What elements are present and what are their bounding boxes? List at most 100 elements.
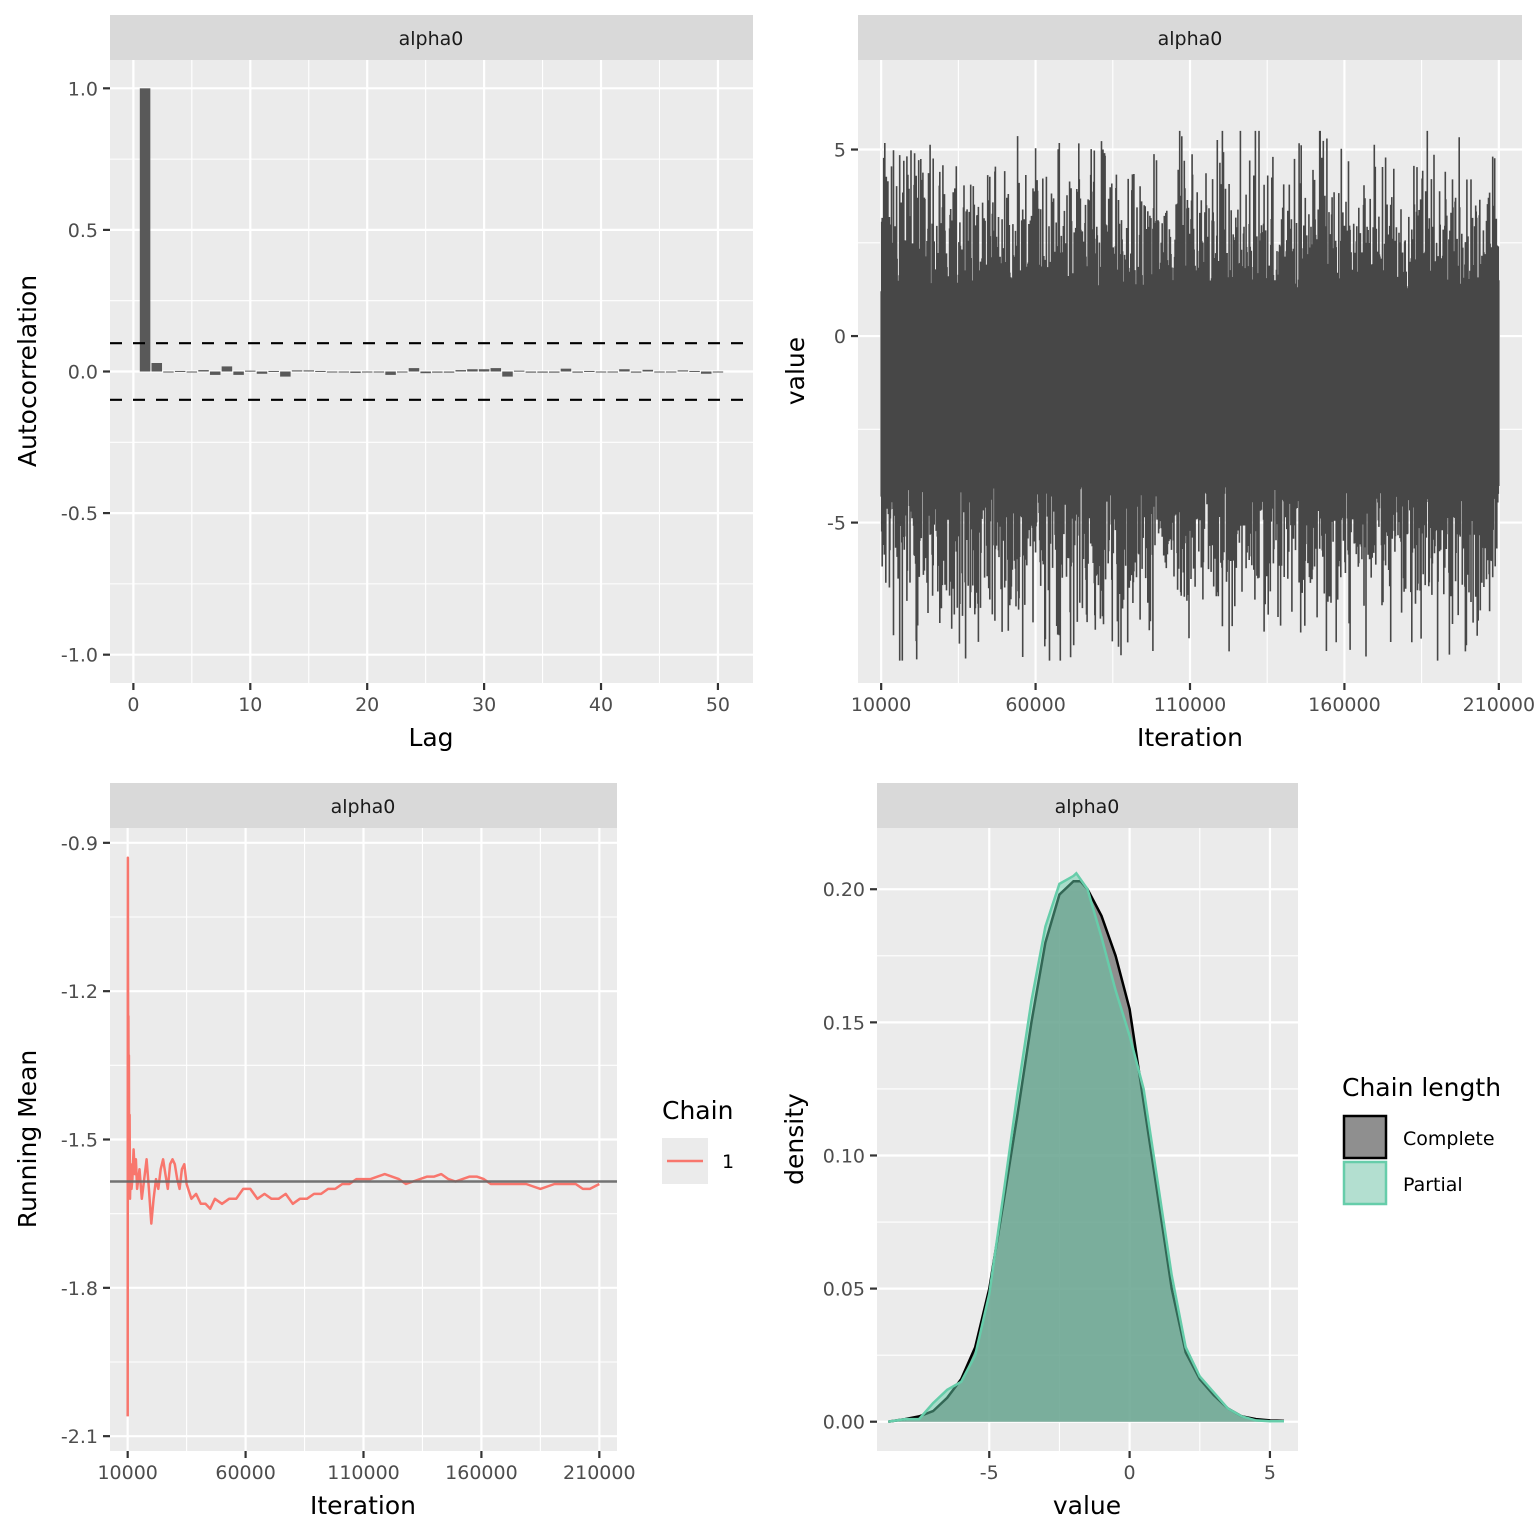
acf-y-axis-title: Autocorrelation bbox=[13, 275, 42, 467]
chain-length-legend-title: Chain length bbox=[1342, 1073, 1501, 1102]
density-y-tick-label: 0.00 bbox=[823, 1412, 865, 1434]
running-mean-x-axis-title: Iteration bbox=[310, 1491, 416, 1520]
density-y-tick-label: 0.05 bbox=[823, 1279, 865, 1301]
density-strip bbox=[877, 783, 1298, 828]
acf-y-tick-label: 0.0 bbox=[68, 362, 98, 384]
acf-bar bbox=[607, 371, 618, 373]
chain-legend: Chain 1 bbox=[662, 1096, 734, 1184]
acf-x-tick-label: 50 bbox=[706, 694, 730, 716]
acf-bar bbox=[408, 368, 420, 372]
acf-bar bbox=[677, 370, 689, 372]
acf-strip-label: alpha0 bbox=[399, 28, 464, 50]
running-mean-y-axis-title: Running Mean bbox=[13, 1050, 42, 1229]
acf-bar bbox=[174, 370, 186, 372]
acf-bar bbox=[432, 371, 443, 373]
trace-lines bbox=[880, 130, 1500, 661]
running-mean-y-tick-label: -2.1 bbox=[61, 1426, 98, 1448]
trace-y-tick-label: 5 bbox=[834, 140, 846, 162]
density-panel: alpha0 -5 0 5 0.00 0.05 0.10 0.15 0.20 value de… bbox=[780, 783, 1501, 1520]
acf-x-axis-title: Lag bbox=[408, 723, 453, 752]
density-y-tick-label: 0.20 bbox=[823, 879, 865, 901]
acf-bar bbox=[595, 371, 607, 373]
running-mean-axes: 10000 60000 110000 160000 210000 -2.1 -1.8 -1.5… bbox=[61, 833, 636, 1484]
acf-axes: 0 10 20 30 40 50 -1.0 -0.5 0.0 0.5 1.0 bbox=[61, 78, 730, 716]
acf-bar bbox=[338, 371, 350, 373]
acf-bar bbox=[513, 370, 525, 372]
legend-key-complete bbox=[1342, 1114, 1388, 1160]
acf-y-tick-label: 0.5 bbox=[68, 220, 98, 242]
acf-bar bbox=[572, 371, 583, 373]
running-mean-x-tick-label: 210000 bbox=[563, 1462, 636, 1484]
acf-bar bbox=[455, 370, 466, 372]
acf-bars bbox=[110, 88, 753, 401]
running-mean-x-tick-label: 160000 bbox=[445, 1462, 518, 1484]
acf-bar bbox=[548, 371, 560, 373]
acf-bar bbox=[361, 371, 373, 373]
acf-bar bbox=[268, 370, 279, 372]
chain-length-legend: Chain length Complete Partial bbox=[1342, 1073, 1501, 1206]
density-x-tick-label: -5 bbox=[980, 1462, 999, 1484]
density-x-tick-label: 5 bbox=[1264, 1462, 1276, 1484]
acf-x-tick-label: 30 bbox=[472, 694, 496, 716]
acf-bar bbox=[712, 371, 724, 373]
acf-y-tick-label: 1.0 bbox=[68, 78, 98, 100]
legend-label-partial: Partial bbox=[1403, 1174, 1463, 1196]
acf-bar bbox=[700, 371, 712, 374]
acf-bar bbox=[689, 370, 700, 372]
acf-panel: alpha0 0 10 20 30 40 50-1.0-0.50.00.51.0 Lag … bbox=[13, 15, 753, 752]
acf-bar bbox=[665, 371, 677, 373]
acf-bar bbox=[139, 88, 151, 372]
density-y-tick-label: 0.15 bbox=[823, 1012, 865, 1034]
acf-bar bbox=[221, 366, 233, 372]
trace-x-tick-label: 160000 bbox=[1308, 694, 1381, 716]
trace-x-tick-label: 210000 bbox=[1463, 694, 1536, 716]
trace-y-axis-title: value bbox=[781, 337, 810, 405]
acf-bar bbox=[560, 368, 572, 372]
acf-bar bbox=[373, 371, 385, 373]
trace-x-tick-label: 10000 bbox=[851, 694, 911, 716]
density-areas bbox=[888, 871, 1285, 1423]
density-y-axis-title: density bbox=[780, 1093, 809, 1185]
acf-y-tick-label: -0.5 bbox=[61, 503, 98, 525]
running-mean-gridlines bbox=[110, 828, 617, 1451]
acf-y-tick-label: -1.0 bbox=[61, 645, 98, 667]
acf-bar bbox=[490, 368, 502, 372]
acf-x-tick-label: 0 bbox=[127, 694, 139, 716]
density-area-partial bbox=[888, 873, 1284, 1422]
running-mean-strip-label: alpha0 bbox=[331, 796, 396, 818]
density-axes: -5 0 5 0.00 0.05 0.10 0.15 0.20 bbox=[823, 879, 1276, 1484]
chain-legend-title: Chain bbox=[662, 1096, 733, 1125]
running-mean-lines bbox=[110, 856, 617, 1417]
trace-axes: 10000 60000 110000 160000 210000 -5 0 5 bbox=[827, 140, 1535, 716]
acf-bar bbox=[525, 371, 537, 373]
trace-panel: alpha0 10000 60000 110000 160000 210000-505 … bbox=[781, 15, 1535, 752]
running-mean-y-tick-label: -0.9 bbox=[61, 833, 98, 855]
acf-strip bbox=[110, 15, 753, 60]
acf-x-tick-label: 40 bbox=[589, 694, 613, 716]
acf-bar bbox=[619, 369, 630, 372]
acf-bar bbox=[151, 363, 163, 372]
running-mean-x-tick-label: 60000 bbox=[215, 1462, 275, 1484]
acf-bar bbox=[186, 371, 198, 373]
running-mean-y-tick-label: -1.5 bbox=[61, 1130, 98, 1152]
trace-strip bbox=[858, 15, 1522, 60]
legend-label-complete: Complete bbox=[1403, 1128, 1495, 1150]
trace-x-axis-title: Iteration bbox=[1137, 723, 1243, 752]
acf-bar bbox=[385, 371, 396, 375]
acf-bar bbox=[397, 371, 408, 373]
running-mean-y-tick-label: -1.8 bbox=[61, 1278, 98, 1300]
running-mean-line bbox=[126, 856, 600, 1417]
acf-bar bbox=[654, 371, 665, 373]
density-y-tick-label: 0.10 bbox=[823, 1145, 865, 1167]
acf-bar bbox=[478, 369, 490, 372]
acf-bar bbox=[245, 370, 256, 372]
running-mean-strip bbox=[110, 783, 617, 828]
acf-bar bbox=[280, 371, 291, 377]
acf-bar bbox=[198, 370, 209, 372]
density-x-axis-title: value bbox=[1053, 1491, 1121, 1520]
acf-bar bbox=[467, 369, 478, 372]
trace-x-tick-label: 110000 bbox=[1154, 694, 1227, 716]
acf-x-tick-label: 20 bbox=[355, 694, 379, 716]
acf-bar bbox=[350, 371, 361, 373]
